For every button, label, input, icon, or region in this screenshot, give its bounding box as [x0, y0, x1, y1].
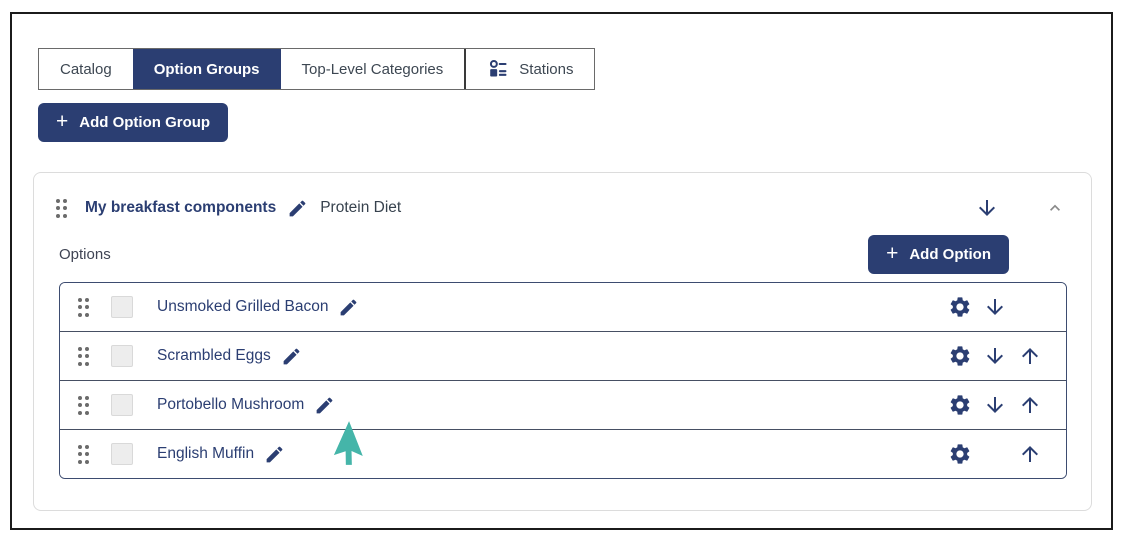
option-actions [948, 442, 1042, 466]
option-checkbox[interactable] [111, 345, 133, 367]
edit-pencil-icon[interactable] [338, 297, 359, 318]
tab-option-groups[interactable]: Option Groups [132, 49, 281, 89]
option-name: Scrambled Eggs [157, 347, 271, 364]
settings-gear-icon[interactable] [948, 295, 972, 319]
group-card: My breakfast components Protein Diet Opt… [33, 172, 1092, 511]
tab-label: Option Groups [153, 60, 260, 78]
option-checkbox[interactable] [111, 296, 133, 318]
option-row: English Muffin [60, 429, 1066, 478]
option-row: Unsmoked Grilled Bacon [60, 283, 1066, 331]
option-row: Scrambled Eggs [60, 331, 1066, 380]
option-checkbox[interactable] [111, 443, 133, 465]
tab-stations[interactable]: Stations [464, 49, 594, 89]
edit-pencil-icon[interactable] [287, 198, 308, 219]
add-option-button[interactable]: + Add Option [868, 234, 1009, 274]
options-list: Unsmoked Grilled Bacon [59, 282, 1067, 479]
tab-top-level-categories[interactable]: Top-Level Categories [281, 49, 465, 89]
settings-gear-icon[interactable] [948, 442, 972, 466]
drag-handle-icon[interactable] [78, 395, 91, 415]
group-title: My breakfast components [85, 199, 277, 216]
settings-gear-icon[interactable] [948, 344, 972, 368]
group-card-header: My breakfast components Protein Diet [56, 196, 1067, 220]
add-option-group-button[interactable]: + Add Option Group [38, 103, 229, 142]
option-name: English Muffin [157, 445, 255, 462]
option-actions [948, 393, 1042, 417]
move-up-icon[interactable] [1018, 442, 1042, 466]
option-name: Unsmoked Grilled Bacon [157, 298, 329, 315]
drag-handle-icon[interactable] [78, 444, 91, 464]
screenshot-frame: Catalog Option Groups Top-Level Categori… [10, 12, 1113, 530]
options-label: Options [59, 245, 111, 263]
option-checkbox[interactable] [111, 394, 133, 416]
tab-label: Catalog [60, 60, 112, 78]
settings-gear-icon[interactable] [948, 393, 972, 417]
edit-pencil-icon[interactable] [314, 395, 335, 416]
tab-label: Top-Level Categories [301, 60, 444, 78]
tab-bar: Catalog Option Groups Top-Level Categori… [38, 48, 596, 90]
option-name: Portobello Mushroom [157, 396, 305, 413]
option-row: Portobello Mushroom [60, 380, 1066, 429]
option-actions [948, 295, 1042, 319]
move-down-icon[interactable] [983, 393, 1007, 417]
collapse-chevron-icon[interactable] [1045, 198, 1065, 218]
drag-handle-icon[interactable] [78, 346, 91, 366]
plus-icon: + [56, 110, 69, 133]
add-option-group-label: Add Option Group [79, 114, 211, 131]
option-actions [948, 344, 1042, 368]
drag-handle-icon[interactable] [78, 297, 91, 317]
move-up-icon[interactable] [1018, 344, 1042, 368]
stations-icon [487, 58, 509, 80]
plus-icon: + [886, 241, 899, 265]
tab-label: Stations [519, 60, 574, 78]
drag-handle-icon[interactable] [56, 198, 69, 218]
edit-pencil-icon[interactable] [264, 444, 285, 465]
tab-catalog[interactable]: Catalog [39, 49, 133, 89]
move-group-down-icon[interactable] [975, 196, 999, 220]
add-option-label: Add Option [909, 245, 991, 263]
move-up-icon[interactable] [1018, 393, 1042, 417]
options-band: Options + Add Option [56, 234, 1067, 274]
move-down-icon[interactable] [983, 344, 1007, 368]
group-tag: Protein Diet [320, 199, 402, 216]
edit-pencil-icon[interactable] [281, 346, 302, 367]
move-down-icon[interactable] [983, 295, 1007, 319]
